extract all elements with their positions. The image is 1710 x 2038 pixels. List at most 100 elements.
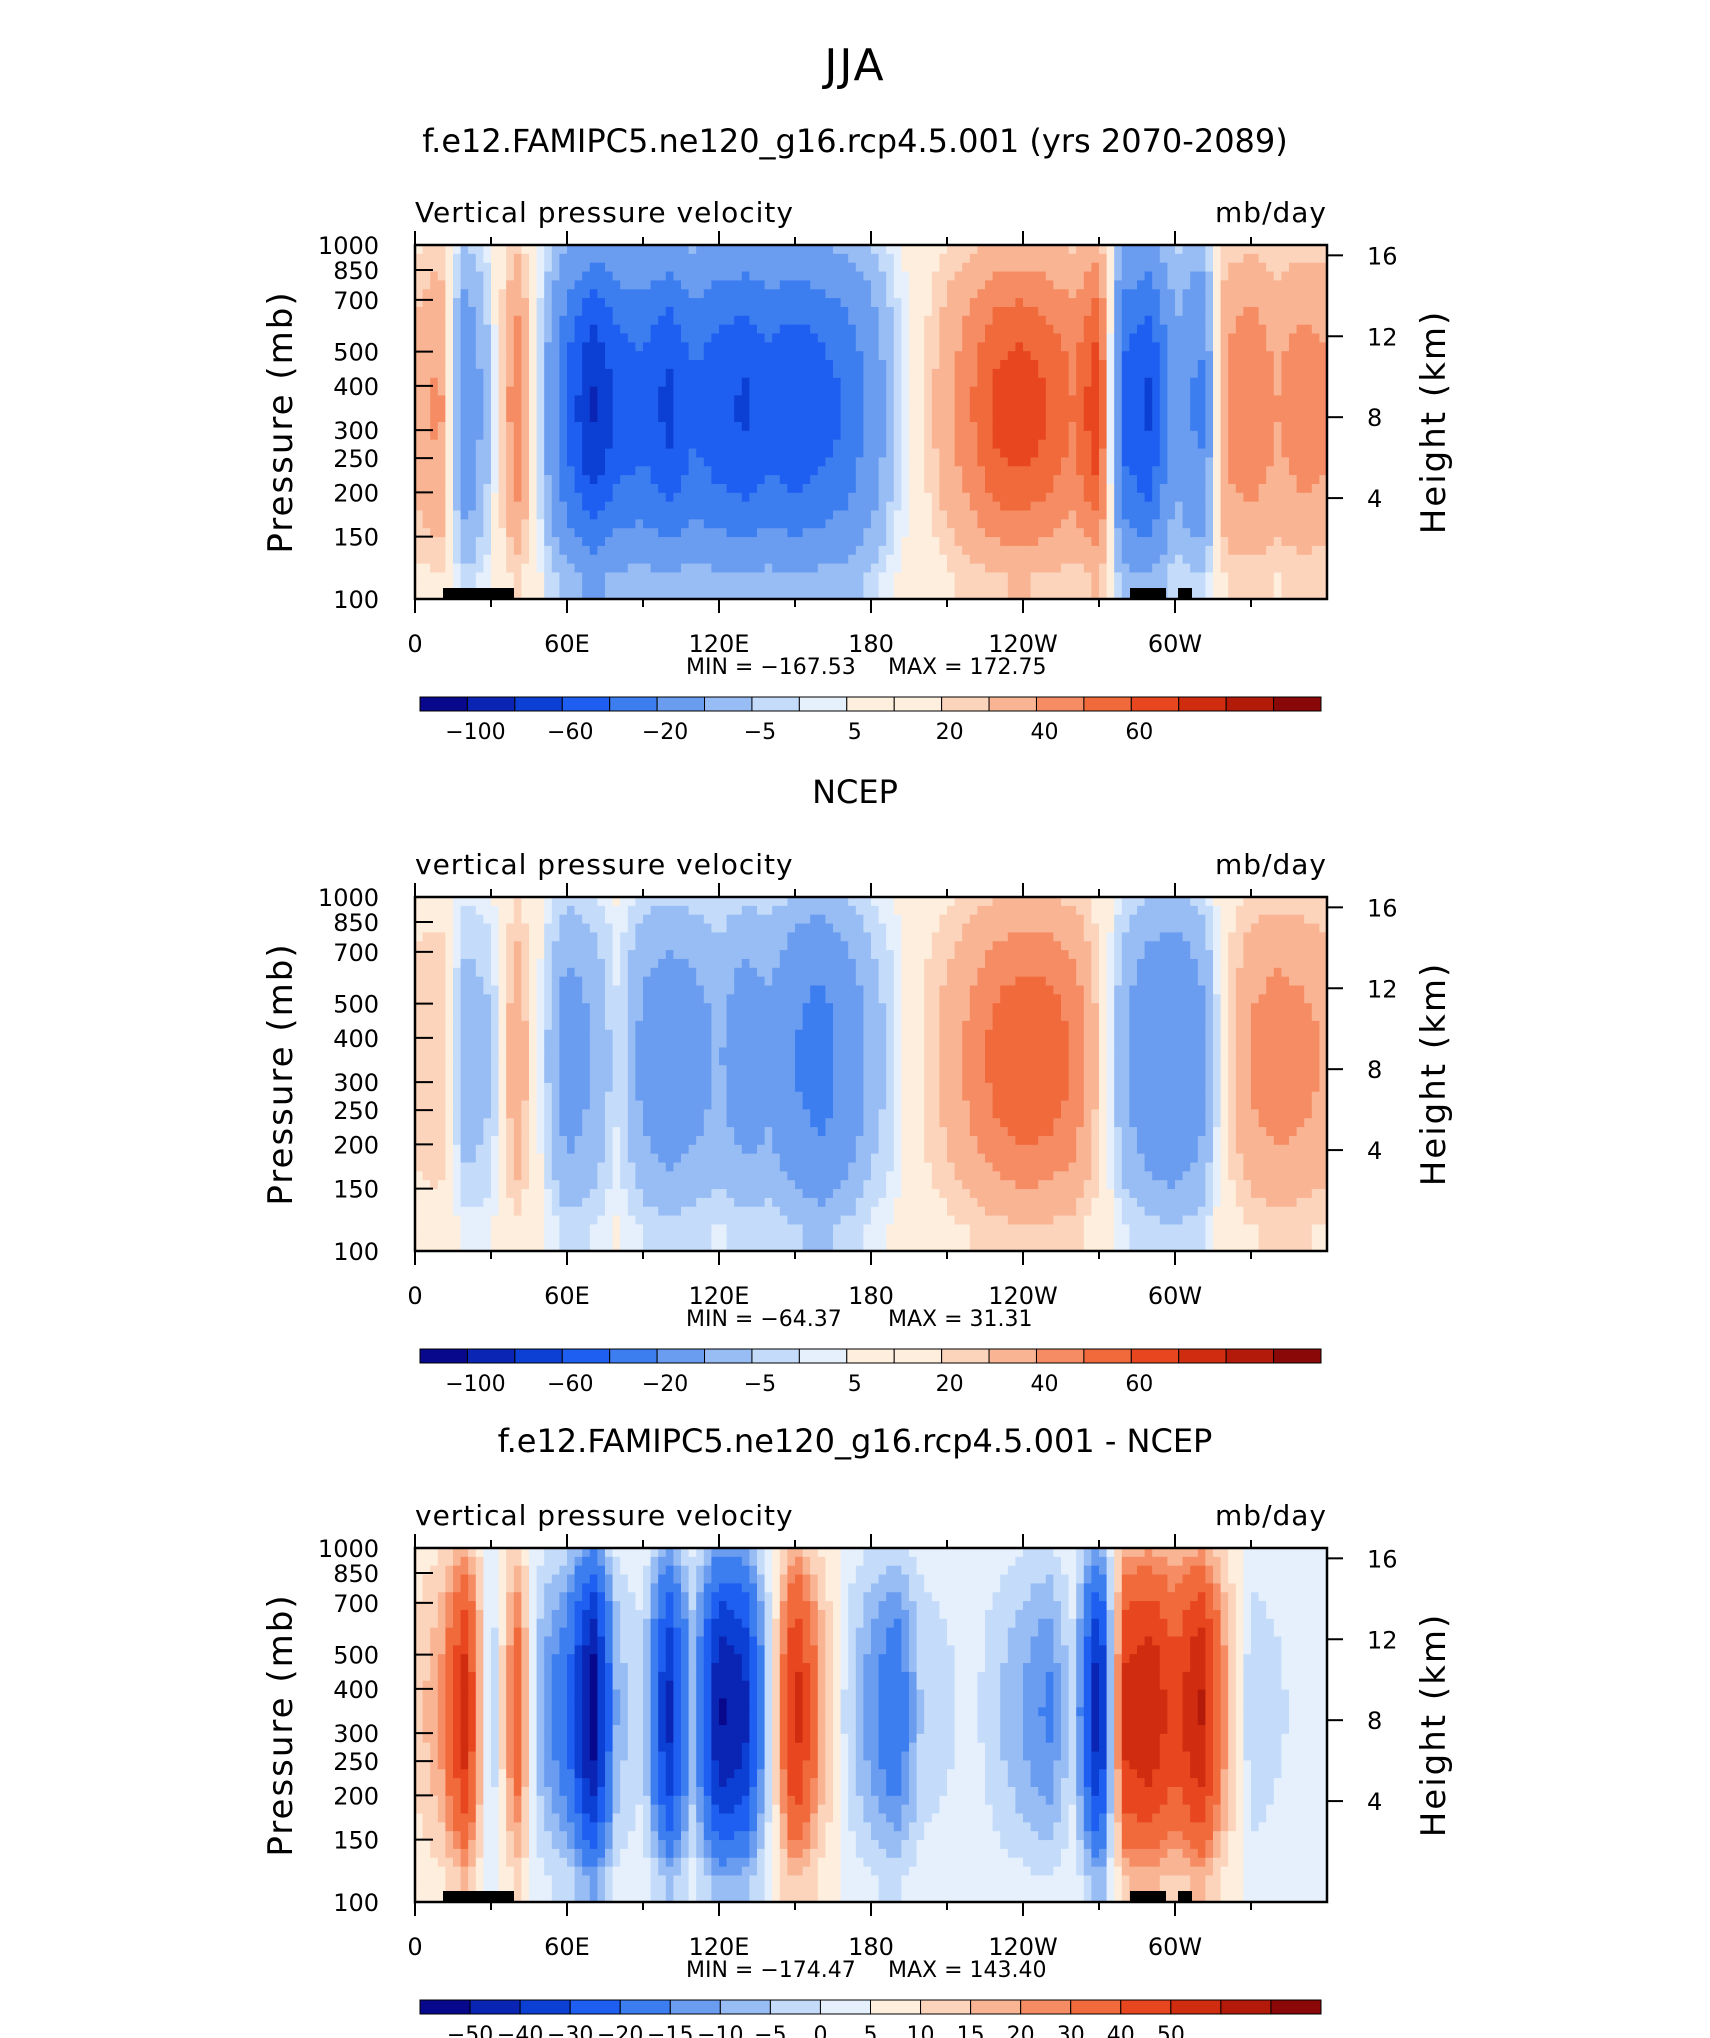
heatmap-cell: [1129, 545, 1138, 556]
heatmap-cell: [536, 395, 545, 405]
heatmap-cell: [491, 475, 500, 485]
heatmap-cell: [567, 280, 576, 290]
heatmap-cell: [947, 422, 956, 432]
heatmap-cell: [840, 262, 849, 273]
heatmap-cell: [453, 519, 462, 529]
heatmap-cell: [673, 590, 682, 599]
heatmap-cell: [795, 377, 804, 388]
heatmap-cell: [1099, 289, 1108, 299]
heatmap-cell: [620, 404, 629, 414]
heatmap-cell: [795, 368, 804, 379]
heatmap-cell: [1061, 315, 1070, 326]
heatmap-cell: [1068, 572, 1077, 582]
heatmap-cell: [415, 1242, 424, 1251]
heatmap-cell: [1053, 368, 1062, 379]
heatmap-cell: [422, 590, 431, 599]
heatmap-cell: [893, 306, 902, 317]
heatmap-cell: [863, 501, 872, 512]
heatmap-cell: [567, 333, 576, 343]
heatmap-cell: [536, 253, 545, 264]
heatmap-cell: [916, 386, 925, 397]
heatmap-cell: [1045, 253, 1054, 264]
heatmap-cell: [665, 262, 674, 273]
heatmap-cell: [1068, 448, 1077, 458]
heatmap-cell: [1182, 351, 1191, 361]
heatmap-cell: [1015, 510, 1024, 520]
heatmap-cell: [1159, 492, 1168, 503]
heatmap-cell: [589, 466, 598, 476]
heatmap-cell: [567, 475, 576, 485]
heatmap-cell: [810, 563, 819, 574]
heatmap-cell: [1129, 368, 1138, 379]
heatmap-cell: [901, 395, 910, 405]
heatmap-cell: [513, 377, 522, 388]
heatmap-cell: [1023, 590, 1032, 599]
heatmap-cell: [1266, 245, 1275, 255]
heatmap-cell: [878, 554, 887, 565]
heatmap-cell: [1129, 289, 1138, 299]
heatmap-cell: [1053, 262, 1062, 273]
heatmap-cell: [985, 245, 994, 255]
heatmap-cell: [483, 395, 492, 405]
heatmap-cell: [787, 395, 796, 405]
heatmap-cell: [1205, 563, 1214, 574]
heatmap-cell: [1167, 342, 1176, 352]
heatmap-cell: [825, 422, 834, 432]
heatmap-cell: [1083, 342, 1092, 352]
heatmap-cell: [985, 501, 994, 512]
heatmap-cell: [544, 572, 553, 582]
heatmap-cell: [1061, 280, 1070, 290]
heatmap-cell: [1319, 413, 1327, 423]
heatmap-cell: [886, 395, 895, 405]
heatmap-cell: [1030, 492, 1039, 503]
heatmap-cell: [1121, 457, 1130, 467]
heatmap-cell: [772, 298, 781, 308]
heatmap-cell: [909, 360, 918, 370]
heatmap-cell: [947, 324, 956, 335]
heatmap-cell: [855, 386, 864, 397]
heatmap-cell: [1289, 563, 1298, 574]
heatmap-cell: [521, 554, 530, 565]
heatmap-cell: [787, 377, 796, 388]
heatmap-cell: [878, 386, 887, 397]
heatmap-cell: [1099, 360, 1108, 370]
heatmap-cell: [1144, 245, 1153, 255]
heatmap-cell: [582, 475, 591, 485]
heatmap-cell: [567, 501, 576, 512]
heatmap-cell: [893, 324, 902, 335]
heatmap-cell: [627, 430, 636, 441]
heatmap-cell: [1038, 492, 1047, 503]
heatmap-cell: [620, 457, 629, 467]
heatmap-cell: [962, 298, 971, 308]
heatmap-cell: [1296, 492, 1305, 503]
heatmap-cell: [1099, 351, 1108, 361]
heatmap-cell: [1205, 245, 1214, 255]
heatmap-cell: [513, 271, 522, 281]
heatmap-cell: [430, 941, 439, 951]
heatmap-cell: [1220, 298, 1229, 308]
heatmap-cell: [977, 377, 986, 388]
heatmap-cell: [567, 483, 576, 494]
heatmap-cell: [741, 501, 750, 512]
heatmap-cell: [589, 430, 598, 441]
heatmap-cell: [787, 537, 796, 547]
heatmap-cell: [1121, 528, 1130, 538]
heatmap-cell: [931, 572, 940, 582]
heatmap-cell: [1304, 404, 1313, 414]
heatmap-cell: [711, 377, 720, 388]
pressure-tick-label: 300: [333, 417, 379, 445]
heatmap-cell: [817, 581, 826, 591]
heatmap-cell: [1099, 377, 1108, 388]
heatmap-cell: [802, 315, 811, 326]
heatmap-cell: [1053, 581, 1062, 591]
heatmap-cell: [795, 413, 804, 423]
heatmap-cell: [1045, 386, 1054, 397]
heatmap-cell: [703, 466, 712, 476]
heatmap-cell: [627, 404, 636, 414]
heatmap-cell: [1114, 554, 1123, 565]
heatmap-cell: [1289, 545, 1298, 556]
heatmap-cell: [1182, 289, 1191, 299]
heatmap-cell: [544, 563, 553, 574]
heatmap-cell: [1235, 466, 1244, 476]
heatmap-cell: [620, 298, 629, 308]
